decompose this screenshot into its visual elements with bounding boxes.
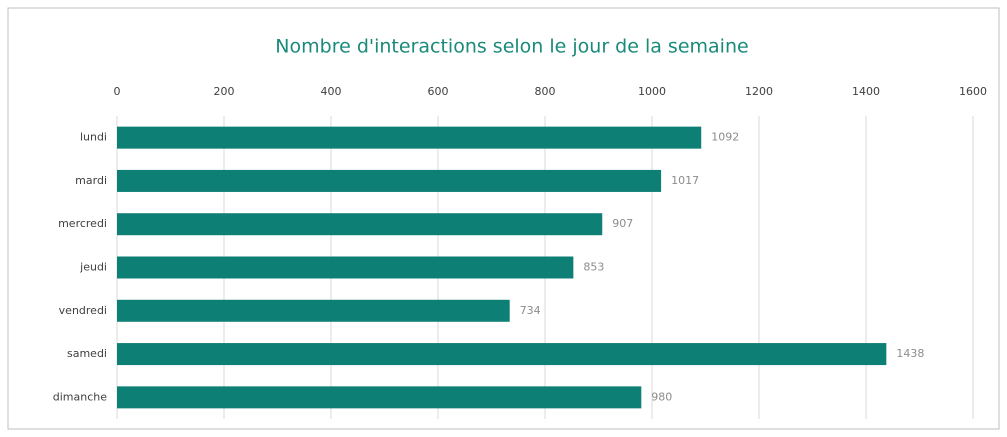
y-tick-label: lundi [80, 131, 107, 144]
chart-title: Nombre d'interactions selon le jour de l… [275, 36, 748, 58]
x-tick-label: 1200 [745, 85, 773, 98]
bar [117, 386, 642, 409]
y-tick-label: mardi [75, 174, 107, 187]
x-tick-label: 600 [428, 85, 449, 98]
bar [117, 213, 603, 236]
data-label: 734 [520, 304, 541, 317]
bar [117, 256, 574, 279]
bar [117, 299, 510, 322]
bar [117, 343, 887, 366]
x-tick-label: 400 [321, 85, 342, 98]
data-label: 907 [612, 217, 633, 230]
x-tick-label: 800 [535, 85, 556, 98]
y-tick-label: jeudi [79, 261, 107, 274]
x-tick-label: 200 [214, 85, 235, 98]
y-tick-label: vendredi [59, 304, 107, 317]
data-label: 980 [651, 390, 672, 403]
bar [117, 126, 702, 149]
data-label: 1092 [711, 131, 739, 144]
x-tick-label: 1400 [852, 85, 880, 98]
data-label: 1017 [671, 174, 699, 187]
x-tick-label: 0 [114, 85, 121, 98]
bar [117, 169, 662, 192]
y-tick-label: dimanche [53, 390, 107, 403]
y-tick-label: samedi [67, 347, 107, 360]
data-label: 853 [583, 261, 604, 274]
y-tick-label: mercredi [58, 217, 107, 230]
x-tick-label: 1000 [638, 85, 666, 98]
data-label: 1438 [896, 347, 924, 360]
x-tick-label: 1600 [959, 85, 987, 98]
